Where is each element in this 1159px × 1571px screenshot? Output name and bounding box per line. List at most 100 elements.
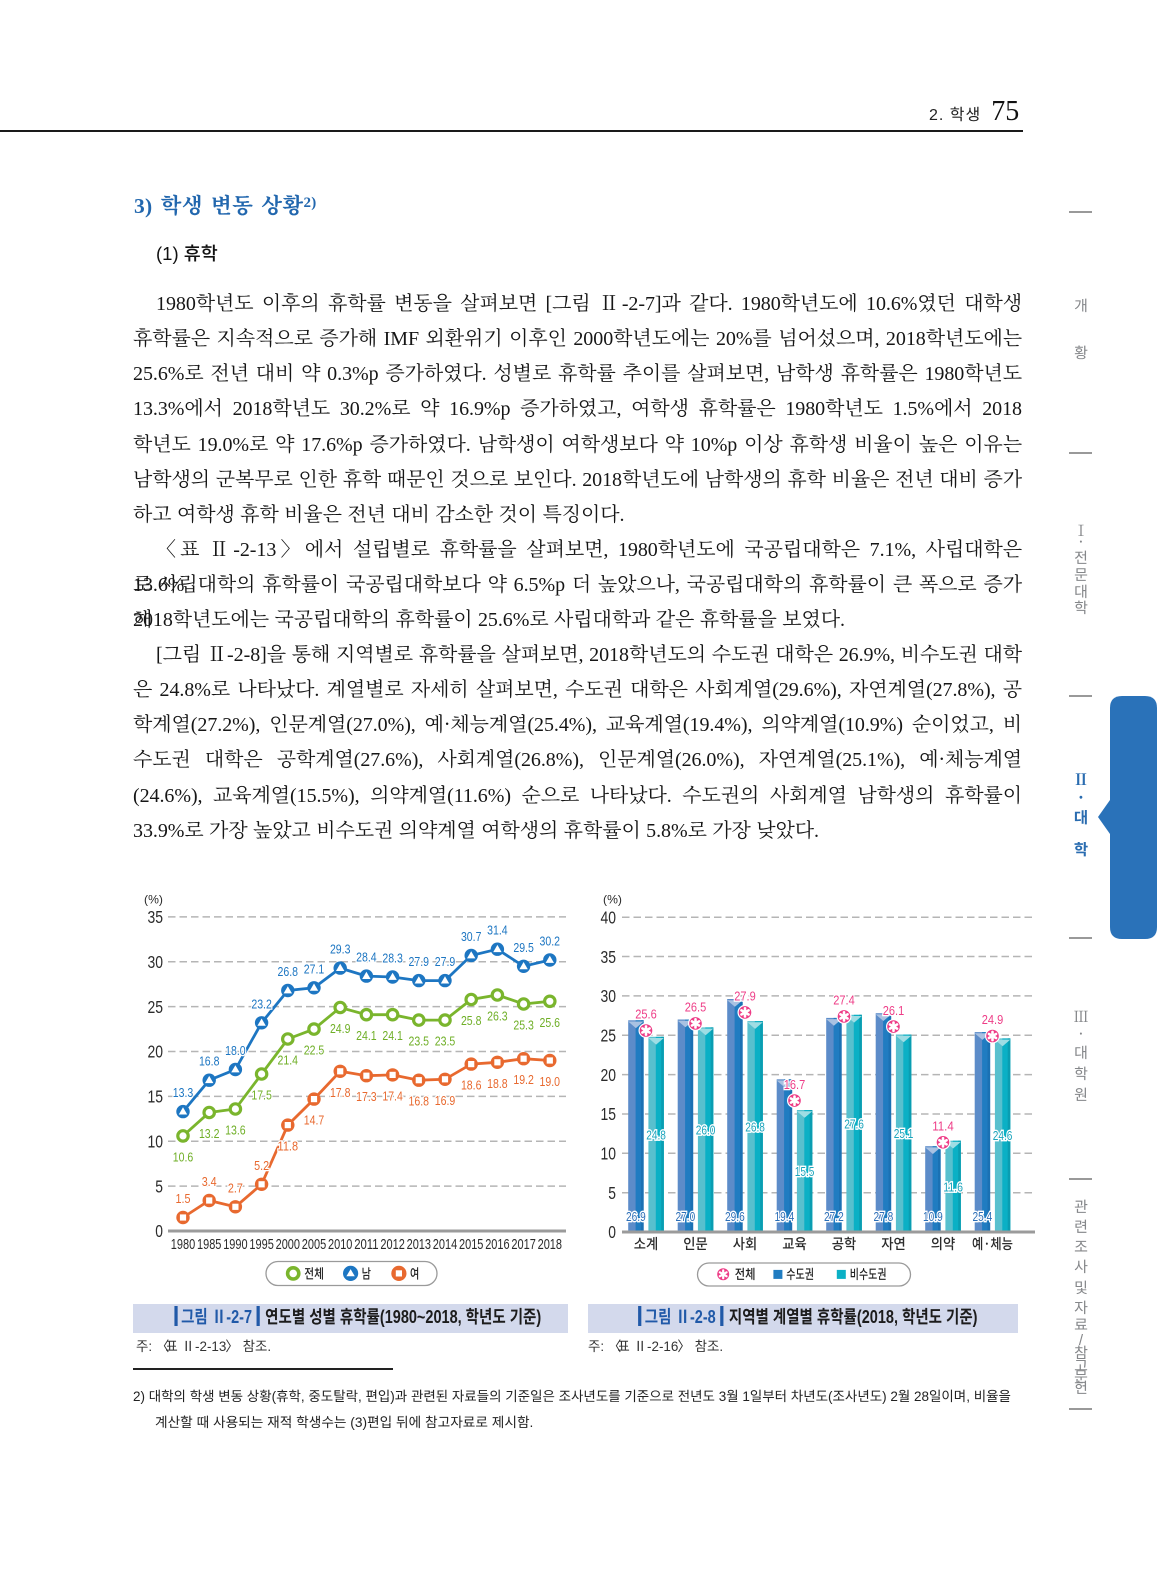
svg-text:14.7: 14.7 xyxy=(304,1114,325,1128)
svg-text:24.1: 24.1 xyxy=(356,1029,377,1043)
svg-text:1985: 1985 xyxy=(197,1237,221,1253)
svg-text:20: 20 xyxy=(601,1065,617,1085)
svg-text:28.3: 28.3 xyxy=(382,952,403,966)
svg-text:26.0: 26.0 xyxy=(696,1123,716,1138)
svg-text:40: 40 xyxy=(601,907,617,927)
svg-text:15: 15 xyxy=(601,1104,617,1124)
svg-text:0: 0 xyxy=(608,1222,616,1242)
svg-text:19.0: 19.0 xyxy=(540,1075,561,1089)
svg-text:26.8: 26.8 xyxy=(278,965,299,979)
svg-text:27.1: 27.1 xyxy=(304,962,325,976)
svg-text:27.4: 27.4 xyxy=(833,993,855,1008)
svg-text:5: 5 xyxy=(155,1176,163,1196)
svg-text:13.2: 13.2 xyxy=(199,1127,220,1141)
svg-text:18.8: 18.8 xyxy=(487,1077,508,1091)
svg-text:2013: 2013 xyxy=(407,1237,431,1253)
svg-text:25: 25 xyxy=(148,997,164,1017)
svg-text:17.3: 17.3 xyxy=(356,1090,377,1104)
svg-text:30: 30 xyxy=(148,952,164,972)
svg-text:11.4: 11.4 xyxy=(932,1119,954,1134)
svg-text:2017: 2017 xyxy=(511,1237,535,1253)
svg-text:19.2: 19.2 xyxy=(513,1073,534,1087)
svg-text:(%): (%) xyxy=(144,893,163,907)
svg-text:27.9: 27.9 xyxy=(435,955,456,969)
svg-text:1.5: 1.5 xyxy=(176,1192,191,1206)
svg-text:30.7: 30.7 xyxy=(461,930,482,944)
svg-text:자연: 자연 xyxy=(881,1233,906,1254)
svg-text:2014: 2014 xyxy=(433,1237,457,1253)
svg-text:(%): (%) xyxy=(603,893,622,907)
svg-text:10.9: 10.9 xyxy=(923,1209,943,1224)
svg-text:30: 30 xyxy=(601,986,617,1006)
svg-text:공학: 공학 xyxy=(832,1233,857,1254)
svg-text:5: 5 xyxy=(608,1183,616,1203)
svg-text:13.6: 13.6 xyxy=(225,1124,246,1138)
svg-text:소계: 소계 xyxy=(634,1233,659,1254)
svg-text:24.9: 24.9 xyxy=(330,1022,351,1036)
svg-text:비수도권: 비수도권 xyxy=(850,1263,887,1283)
svg-text:사회: 사회 xyxy=(733,1233,758,1254)
svg-text:1995: 1995 xyxy=(249,1237,273,1253)
svg-text:26.3: 26.3 xyxy=(487,1010,508,1024)
svg-text:25: 25 xyxy=(601,1026,617,1046)
svg-text:2018: 2018 xyxy=(538,1237,562,1253)
svg-text:2005: 2005 xyxy=(302,1237,326,1253)
svg-text:24.9: 24.9 xyxy=(982,1012,1004,1027)
svg-text:11.6: 11.6 xyxy=(943,1179,963,1194)
svg-text:28.4: 28.4 xyxy=(356,951,377,965)
svg-text:전체: 전체 xyxy=(735,1263,756,1283)
svg-text:2010: 2010 xyxy=(328,1237,352,1253)
svg-text:29.5: 29.5 xyxy=(513,941,534,955)
svg-text:수도권: 수도권 xyxy=(786,1263,814,1283)
svg-text:19.4: 19.4 xyxy=(775,1209,795,1224)
svg-text:25.6: 25.6 xyxy=(540,1016,561,1030)
svg-text:26.5: 26.5 xyxy=(685,1000,707,1015)
svg-text:22.5: 22.5 xyxy=(304,1044,325,1058)
svg-text:24.8: 24.8 xyxy=(646,1127,666,1142)
svg-text:27.9: 27.9 xyxy=(734,989,756,1004)
svg-text:1990: 1990 xyxy=(223,1237,247,1253)
svg-text:35: 35 xyxy=(148,907,164,927)
svg-text:25.6: 25.6 xyxy=(635,1007,657,1022)
svg-text:16.9: 16.9 xyxy=(435,1094,456,1108)
svg-text:26.9: 26.9 xyxy=(626,1209,646,1224)
svg-text:11.8: 11.8 xyxy=(278,1140,299,1154)
svg-text:2011: 2011 xyxy=(354,1237,378,1253)
svg-text:인문: 인문 xyxy=(683,1233,708,1254)
svg-text:1980: 1980 xyxy=(171,1237,195,1253)
svg-text:2015: 2015 xyxy=(459,1237,483,1253)
svg-text:23.5: 23.5 xyxy=(409,1035,430,1049)
svg-text:2016: 2016 xyxy=(485,1237,509,1253)
svg-text:21.4: 21.4 xyxy=(278,1054,299,1068)
svg-text:15.5: 15.5 xyxy=(795,1164,815,1179)
svg-text:27.8: 27.8 xyxy=(874,1209,894,1224)
svg-text:25.4: 25.4 xyxy=(973,1209,993,1224)
svg-text:20: 20 xyxy=(148,1042,164,1062)
svg-text:0: 0 xyxy=(155,1221,163,1241)
svg-text:23.2: 23.2 xyxy=(251,997,272,1011)
svg-text:17.5: 17.5 xyxy=(251,1089,272,1103)
svg-text:10: 10 xyxy=(601,1144,617,1164)
svg-text:23.5: 23.5 xyxy=(435,1035,456,1049)
svg-text:10.6: 10.6 xyxy=(173,1150,194,1164)
svg-text:29.3: 29.3 xyxy=(330,943,351,957)
svg-text:35: 35 xyxy=(601,947,617,967)
svg-text:여: 여 xyxy=(410,1262,419,1282)
svg-text:13.3: 13.3 xyxy=(173,1086,194,1100)
svg-text:27.0: 27.0 xyxy=(676,1209,696,1224)
svg-text:27.2: 27.2 xyxy=(824,1209,844,1224)
svg-text:10: 10 xyxy=(148,1132,164,1152)
svg-text:예·체능: 예·체능 xyxy=(972,1233,1013,1254)
svg-text:31.4: 31.4 xyxy=(487,924,508,938)
svg-text:26.8: 26.8 xyxy=(745,1120,765,1135)
svg-text:교육: 교육 xyxy=(782,1233,807,1254)
svg-text:15: 15 xyxy=(148,1087,164,1107)
svg-text:30.2: 30.2 xyxy=(540,935,561,949)
svg-text:25.1: 25.1 xyxy=(894,1126,914,1141)
svg-text:26.1: 26.1 xyxy=(883,1003,905,1018)
svg-text:16.8: 16.8 xyxy=(199,1055,220,1069)
svg-text:전체: 전체 xyxy=(304,1262,324,1282)
svg-text:25.8: 25.8 xyxy=(461,1014,482,1028)
svg-text:24.1: 24.1 xyxy=(382,1029,403,1043)
svg-text:29.6: 29.6 xyxy=(725,1209,745,1224)
